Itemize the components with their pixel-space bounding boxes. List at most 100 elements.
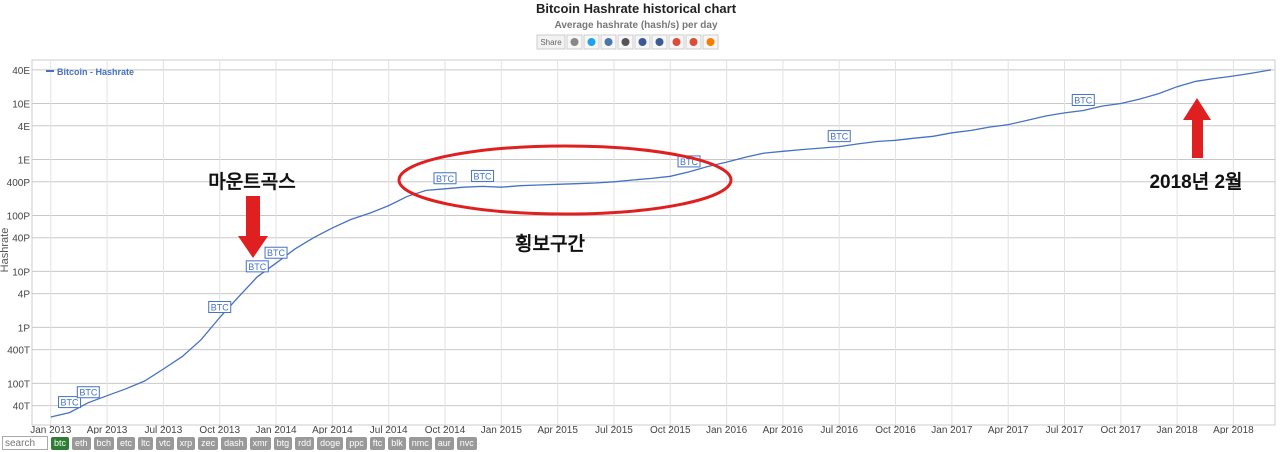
share-icon-glyph xyxy=(689,38,698,46)
y-tick-label: 10P xyxy=(12,267,30,278)
x-tick-label: Jan 2018 xyxy=(1157,425,1199,434)
search-input[interactable] xyxy=(2,436,48,450)
share-label: Share xyxy=(540,38,562,47)
flag-box xyxy=(1071,94,1095,107)
x-tick-label: Jul 2014 xyxy=(370,425,408,434)
y-tick-label: 40E xyxy=(12,66,30,77)
share-icon-glyph xyxy=(638,38,647,46)
coin-tag[interactable]: nvc xyxy=(456,436,477,450)
y-tick-label: 4E xyxy=(18,122,31,133)
flag-box xyxy=(827,130,851,143)
flag-box xyxy=(76,386,100,399)
arrow-down xyxy=(238,196,268,258)
x-tick-label: Jan 2014 xyxy=(255,425,297,434)
coin-tag[interactable]: vtc xyxy=(156,436,174,450)
x-tick-label: Apr 2014 xyxy=(312,425,353,434)
y-tick-label: 40T xyxy=(13,402,30,413)
flag-box xyxy=(433,172,457,185)
coin-tag[interactable]: rdd xyxy=(295,436,315,450)
legend-label: Bitcoin - Hashrate xyxy=(57,67,134,77)
coin-tag[interactable]: aur xyxy=(434,436,454,450)
x-tick-label: Jul 2017 xyxy=(1046,425,1084,434)
y-tick-label: 4P xyxy=(18,290,31,301)
flag-label: BTC xyxy=(248,262,267,272)
x-tick-label: Oct 2014 xyxy=(425,425,466,434)
share-icon-glyph xyxy=(655,38,664,46)
coin-tag[interactable]: xrp xyxy=(176,436,196,450)
x-tick-label: Jul 2016 xyxy=(820,425,858,434)
x-tick-label: Oct 2013 xyxy=(199,425,240,434)
x-tick-label: Jan 2016 xyxy=(706,425,748,434)
y-tick-label: 1E xyxy=(18,155,31,166)
coin-tag[interactable]: bch xyxy=(93,436,115,450)
flag-box xyxy=(471,169,495,182)
share-icon-glyph xyxy=(604,38,613,46)
flag-box xyxy=(245,260,269,273)
coin-tag[interactable]: btg xyxy=(273,436,293,450)
flag-label: BTC xyxy=(830,132,849,142)
y-tick-label: 100P xyxy=(7,211,31,222)
share-icon-glyph xyxy=(706,38,715,46)
annotation: 마운트곡스 xyxy=(208,171,295,193)
coin-tag[interactable]: zec xyxy=(198,436,219,450)
share-row: Share xyxy=(536,34,719,50)
annotation: 2018년 2월 xyxy=(1149,171,1242,193)
x-tick-label: Jan 2015 xyxy=(481,425,523,434)
x-tick-label: Apr 2013 xyxy=(87,425,128,434)
y-axis-label: Hashrate xyxy=(0,228,11,273)
y-tick-label: 40P xyxy=(12,234,30,245)
coin-tag[interactable]: btc xyxy=(51,436,70,450)
y-tick-label: 400T xyxy=(7,346,30,357)
toolbar: btcethbchetcltcvtcxrpzecdashxmrbtgrdddog… xyxy=(0,434,1280,452)
x-tick-label: Oct 2017 xyxy=(1101,425,1142,434)
series-line xyxy=(50,69,1272,418)
x-tick-label: Jan 2017 xyxy=(931,425,973,434)
share-icon-glyph xyxy=(587,38,596,46)
coin-tag[interactable]: ltc xyxy=(138,436,154,450)
coin-tag[interactable]: ppc xyxy=(346,436,367,450)
coin-tag[interactable]: blk xyxy=(388,436,406,450)
x-tick-label: Jul 2013 xyxy=(145,425,183,434)
annotation: 횡보구간 xyxy=(515,233,585,255)
coin-tag[interactable]: xmr xyxy=(249,436,271,450)
flag-label: BTC xyxy=(680,157,699,167)
coin-tag[interactable]: doge xyxy=(317,436,344,450)
share-icon-glyph xyxy=(570,38,579,46)
plot-border xyxy=(31,59,1276,426)
coin-tag[interactable]: dash xyxy=(221,436,247,450)
x-tick-label: Jul 2015 xyxy=(595,425,633,434)
y-tick-label: 1P xyxy=(18,323,31,334)
share-icon-glyph xyxy=(621,38,630,46)
x-tick-label: Apr 2017 xyxy=(988,425,1029,434)
highlight-ellipse xyxy=(397,144,733,216)
share-box xyxy=(536,34,566,50)
x-tick-label: Apr 2016 xyxy=(763,425,804,434)
flag-label: BTC xyxy=(474,171,493,181)
flag-label: BTC xyxy=(79,388,98,398)
x-tick-label: Oct 2015 xyxy=(650,425,691,434)
coin-tag[interactable]: nmc xyxy=(408,436,432,450)
flag-box xyxy=(264,246,288,259)
flag-label: BTC xyxy=(1074,96,1093,106)
y-tick-label: 10E xyxy=(12,100,30,111)
y-tick-label: 100T xyxy=(7,379,30,390)
chart: Bitcoin Hashrate historical chart Averag… xyxy=(0,1,1276,436)
coin-tag[interactable]: etc xyxy=(117,436,136,450)
flag-box xyxy=(58,396,82,409)
chart-subtitle: Average hashrate (hash/s) per day xyxy=(554,20,717,31)
x-tick-label: Oct 2016 xyxy=(875,425,916,434)
coin-tag[interactable]: eth xyxy=(72,436,91,450)
chart-title: Bitcoin Hashrate historical chart xyxy=(536,1,737,16)
y-tick-label: 400P xyxy=(7,178,31,189)
share-icon-glyph xyxy=(672,38,681,46)
flag-label: BTC xyxy=(267,248,286,258)
coin-tag[interactable]: ftc xyxy=(369,436,386,450)
x-tick-label: Apr 2015 xyxy=(537,425,578,434)
x-tick-label: Apr 2018 xyxy=(1213,425,1254,434)
flag-box xyxy=(208,301,232,314)
flag-label: BTC xyxy=(211,303,230,313)
share-icons xyxy=(566,34,719,50)
flag-label: BTC xyxy=(61,398,80,408)
